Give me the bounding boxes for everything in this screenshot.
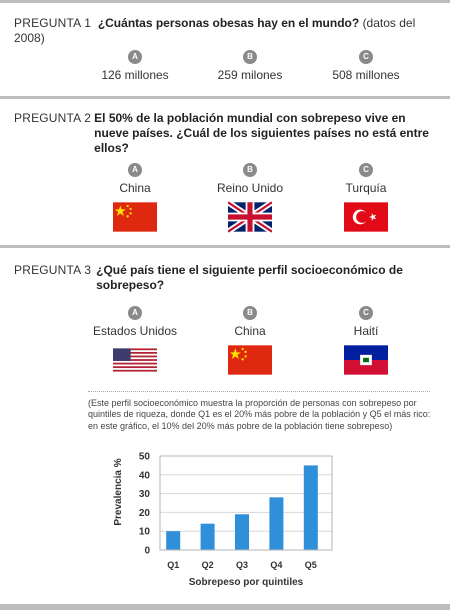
usa-flag-icon — [113, 348, 157, 372]
q1-option-c[interactable]: C 508 millones — [301, 50, 431, 82]
chart-y-tick-label: 30 — [139, 489, 151, 500]
q3-option-b[interactable]: B China — [185, 306, 315, 376]
option-label: Turquía — [345, 181, 387, 195]
section-divider — [0, 245, 450, 248]
chart-x-tick-label: Q5 — [305, 560, 317, 570]
china-flag-icon — [228, 345, 272, 375]
chart-y-tick-label: 20 — [139, 508, 151, 519]
china-flag-icon — [113, 202, 157, 232]
option-letter-badge: C — [359, 306, 373, 320]
q2-option-b[interactable]: B Reino Unido — [185, 163, 315, 233]
chart-plot-frame — [159, 455, 333, 551]
option-letter-badge: A — [128, 163, 142, 177]
option-letter-badge: A — [128, 306, 142, 320]
option-label: 259 milones — [217, 68, 283, 82]
turkey-flag-icon — [344, 202, 388, 232]
haiti-flag-icon — [344, 345, 388, 375]
q2-option-c[interactable]: C Turquía — [301, 163, 431, 233]
option-label: Estados Unidos — [92, 324, 178, 338]
chart-x-tick-label: Q1 — [167, 560, 179, 570]
q1-option-a[interactable]: A 126 millones — [70, 50, 200, 82]
chart-x-tick-label: Q4 — [270, 560, 282, 570]
option-label: 508 millones — [332, 68, 400, 82]
option-letter-badge: B — [243, 50, 257, 64]
q3-option-a[interactable]: A Estados Unidos — [70, 306, 200, 376]
option-label: 126 millones — [101, 68, 169, 82]
chart-y-tick-label: 40 — [139, 470, 151, 481]
section-divider — [0, 96, 450, 99]
q1-option-b[interactable]: B 259 milones — [185, 50, 315, 82]
chart-y-axis-label: Prevalencia % — [113, 458, 124, 525]
dotted-separator — [88, 391, 430, 392]
option-label: China — [119, 181, 151, 195]
chart-bar-q2 — [200, 523, 215, 550]
chart-x-axis-label: Sobrepeso por quintiles — [189, 577, 304, 588]
option-label: China — [234, 324, 266, 338]
chart-bar-q1 — [166, 531, 181, 550]
question-3-number: PREGUNTA 3 — [14, 263, 92, 277]
q3-option-c[interactable]: C Haití — [301, 306, 431, 376]
question-2-text: El 50% de la población mundial con sobre… — [94, 111, 429, 155]
question-3-text: ¿Qué país tiene el siguiente perfil soci… — [96, 263, 403, 292]
top-divider — [0, 0, 450, 3]
option-letter-badge: A — [128, 50, 142, 64]
option-label: Haití — [353, 324, 379, 338]
overweight-quintile-chart: 0 10 20 30 40 50 Q1 Q2 Q3 Q4 Q5 Sobrepeso por quin… — [113, 452, 333, 588]
option-label: Reino Unido — [216, 181, 284, 195]
question-1-number: PREGUNTA 1 — [14, 16, 92, 30]
question-1-note: (datos del 2008) — [14, 16, 416, 45]
chart-bar-q5 — [303, 465, 318, 550]
chart-bar-q4 — [269, 497, 284, 550]
option-letter-badge: C — [359, 50, 373, 64]
question-1: PREGUNTA 1 ¿Cuántas personas obesas hay … — [14, 16, 440, 46]
q2-option-a[interactable]: A China — [70, 163, 200, 233]
question-1-text: ¿Cuántas personas obesas hay en el mundo… — [97, 16, 360, 30]
option-letter-badge: C — [359, 163, 373, 177]
uk-flag-icon — [228, 201, 272, 233]
chart-x-tick-label: Q2 — [202, 560, 214, 570]
question-2-number: PREGUNTA 2 — [14, 111, 92, 125]
chart-y-tick-label: 0 — [144, 546, 150, 557]
chart-y-tick-label: 10 — [139, 527, 151, 538]
chart-y-tick-label: 50 — [139, 452, 151, 463]
chart-bar-q3 — [235, 514, 249, 550]
option-letter-badge: B — [243, 306, 257, 320]
chart-x-tick-label: Q3 — [236, 560, 248, 570]
bottom-divider — [0, 604, 450, 610]
question-2: PREGUNTA 2 El 50% de la población mundia… — [14, 111, 440, 156]
question-3: PREGUNTA 3 ¿Qué país tiene el siguiente … — [14, 263, 440, 293]
option-letter-badge: B — [243, 163, 257, 177]
chart-explanation: (Este perfil socioeconómico muestra la p… — [88, 398, 431, 431]
